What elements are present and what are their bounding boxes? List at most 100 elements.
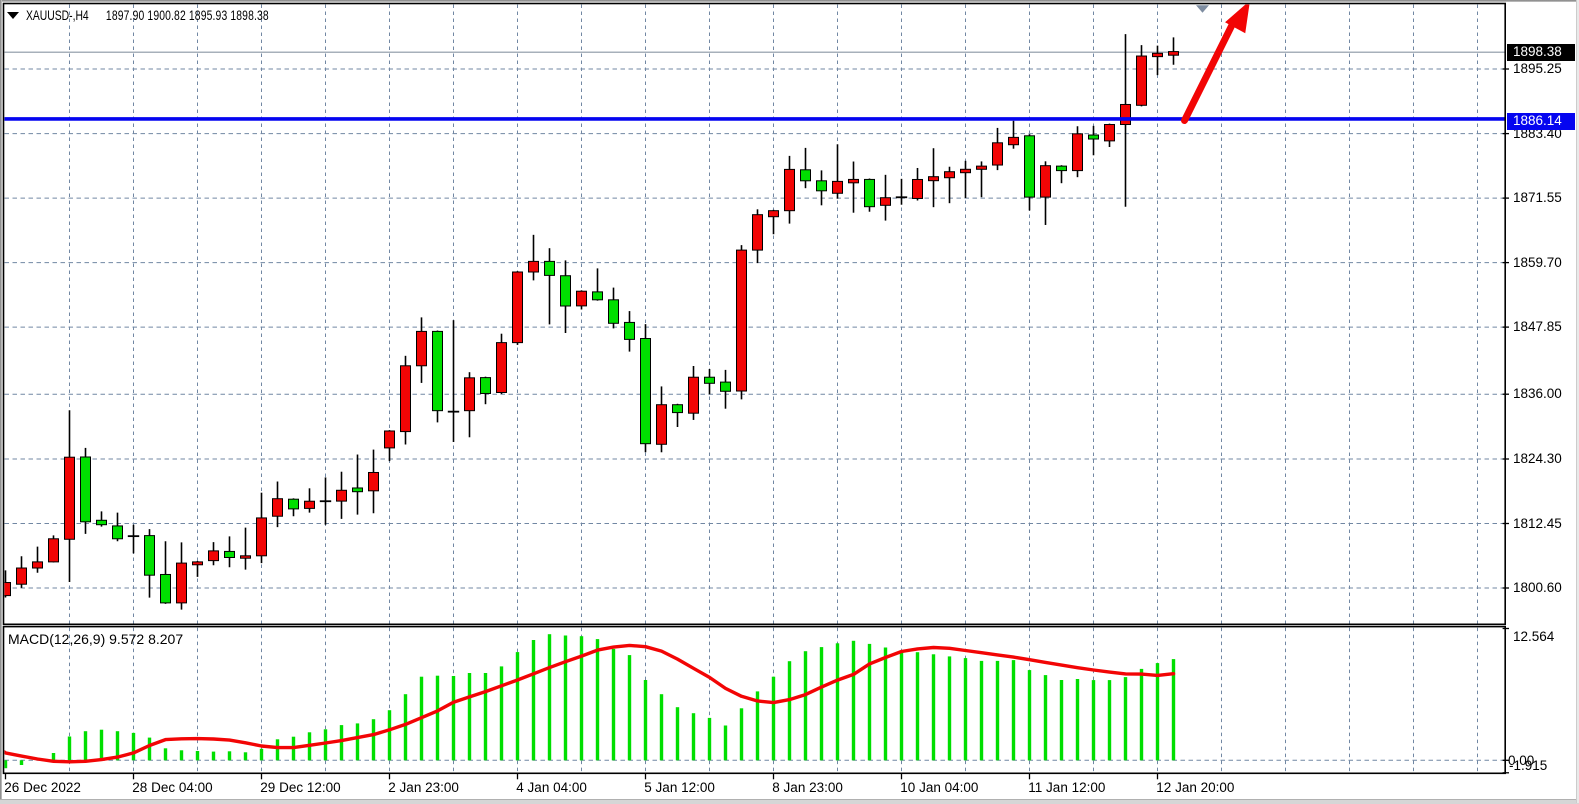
macd-histogram-bar bbox=[99, 729, 104, 761]
candle-body bbox=[960, 168, 971, 174]
candle-body bbox=[800, 169, 811, 182]
candle bbox=[688, 365, 699, 420]
chart-collapse-icon[interactable] bbox=[7, 12, 19, 19]
time-tick-label: 28 Dec 04:00 bbox=[132, 780, 213, 795]
macd-histogram-bar bbox=[563, 635, 568, 761]
candle-body bbox=[64, 456, 75, 540]
macd-indicator-label: MACD(12,26,9) 9.572 8.207 bbox=[8, 630, 184, 647]
macd-histogram-bar bbox=[387, 710, 392, 761]
macd-signal-line bbox=[4, 643, 1176, 764]
macd-histogram-bar bbox=[451, 675, 456, 761]
candle-body bbox=[560, 275, 571, 307]
macd-histogram-bar bbox=[947, 656, 952, 761]
macd-histogram-bar bbox=[835, 643, 840, 761]
macd-histogram-bar bbox=[851, 640, 856, 761]
candle bbox=[895, 178, 908, 205]
candle-body bbox=[928, 176, 939, 182]
macd-histogram-bar bbox=[739, 708, 744, 761]
candle-body bbox=[272, 498, 283, 517]
down-arrow-marker[interactable] bbox=[1196, 5, 1209, 13]
candle-body bbox=[752, 214, 763, 251]
candle bbox=[560, 260, 571, 333]
time-tick-label: 12 Jan 20:00 bbox=[1156, 780, 1235, 795]
candle bbox=[192, 561, 203, 577]
candle bbox=[368, 449, 379, 514]
candle-body bbox=[144, 535, 155, 576]
macd-histogram-bar bbox=[915, 652, 920, 761]
time-tick-label: 11 Jan 12:00 bbox=[1028, 780, 1106, 795]
candle bbox=[624, 311, 635, 352]
candle bbox=[576, 290, 587, 310]
time-tick-label: 8 Jan 23:00 bbox=[772, 780, 843, 795]
macd-histogram-bar bbox=[163, 748, 168, 761]
macd-histogram-bar bbox=[803, 651, 808, 761]
macd-histogram-bar bbox=[435, 675, 440, 761]
macd-histogram-bar bbox=[627, 655, 632, 761]
candle bbox=[208, 542, 219, 566]
title-ohlc-values: 1897.90 1900.82 1895.93 1898.38 bbox=[105, 8, 269, 23]
trend-arrow-head bbox=[1225, 4, 1250, 34]
candle bbox=[400, 355, 411, 445]
macd-histogram-bar bbox=[643, 680, 648, 761]
current-price-badge: 1898.38 bbox=[1507, 44, 1575, 61]
candle-body bbox=[288, 498, 299, 510]
macd-histogram-bar bbox=[979, 660, 984, 761]
candle-body bbox=[768, 210, 779, 218]
candle-doji-body bbox=[447, 410, 460, 413]
macd-histogram-bar bbox=[467, 673, 472, 761]
candle-body bbox=[240, 555, 251, 559]
candle bbox=[656, 386, 667, 453]
symbol-period-label: XAUUSD-,H4 bbox=[26, 8, 89, 23]
candle-body bbox=[400, 365, 411, 433]
main-panel-border bbox=[2, 2, 1506, 626]
candle-body bbox=[1088, 134, 1099, 140]
candle-doji-body bbox=[895, 196, 908, 199]
trend-arrow[interactable] bbox=[1181, 1, 1251, 124]
macd-histogram-bar bbox=[595, 639, 600, 761]
macd-histogram-bar bbox=[371, 719, 376, 761]
candle bbox=[256, 492, 267, 564]
candle-body bbox=[608, 299, 619, 324]
candle bbox=[1056, 165, 1067, 184]
candle bbox=[96, 511, 107, 527]
candle bbox=[319, 477, 332, 525]
candle bbox=[64, 410, 75, 582]
candle-body bbox=[1008, 136, 1019, 146]
macd-histogram-bar bbox=[1027, 670, 1032, 761]
candle-body bbox=[992, 142, 1003, 166]
candle bbox=[592, 268, 603, 301]
candle bbox=[160, 541, 171, 604]
macd-histogram-bar bbox=[931, 654, 936, 761]
candle-body bbox=[912, 178, 923, 199]
macd-histogram-bar bbox=[771, 676, 776, 761]
candle bbox=[768, 209, 779, 235]
candle bbox=[1072, 126, 1083, 178]
candle-body bbox=[1024, 135, 1035, 198]
macd-histogram-bar bbox=[1123, 677, 1128, 761]
chart-title: XAUUSD-,H4 1897.90 1900.82 1895.93 1898.3… bbox=[26, 8, 269, 24]
candle bbox=[447, 320, 460, 442]
candle bbox=[752, 209, 763, 264]
price-pane[interactable] bbox=[1, 1, 1506, 624]
candle-body bbox=[1136, 55, 1147, 106]
candle bbox=[704, 369, 715, 395]
candle bbox=[640, 324, 651, 453]
macd-histogram-bar bbox=[131, 732, 136, 761]
macd-pane[interactable] bbox=[4, 627, 1506, 773]
candle-body bbox=[336, 489, 347, 502]
candle-body bbox=[624, 321, 635, 340]
candle-body bbox=[832, 180, 843, 194]
candle-body bbox=[304, 500, 315, 509]
candle-doji-body bbox=[127, 535, 140, 538]
candle-body bbox=[48, 538, 59, 563]
time-tick-label: 4 Jan 04:00 bbox=[516, 780, 587, 795]
candle bbox=[800, 147, 811, 189]
macd-histogram-bar bbox=[339, 725, 344, 761]
macd-histogram-bar bbox=[883, 647, 888, 761]
time-tick-label: 29 Dec 12:00 bbox=[260, 780, 341, 795]
candle bbox=[1168, 37, 1179, 65]
macd-histogram-bar bbox=[531, 640, 536, 761]
time-tick-label: 26 Dec 2022 bbox=[4, 780, 81, 795]
price-tick-label: 1871.55 bbox=[1513, 190, 1562, 206]
